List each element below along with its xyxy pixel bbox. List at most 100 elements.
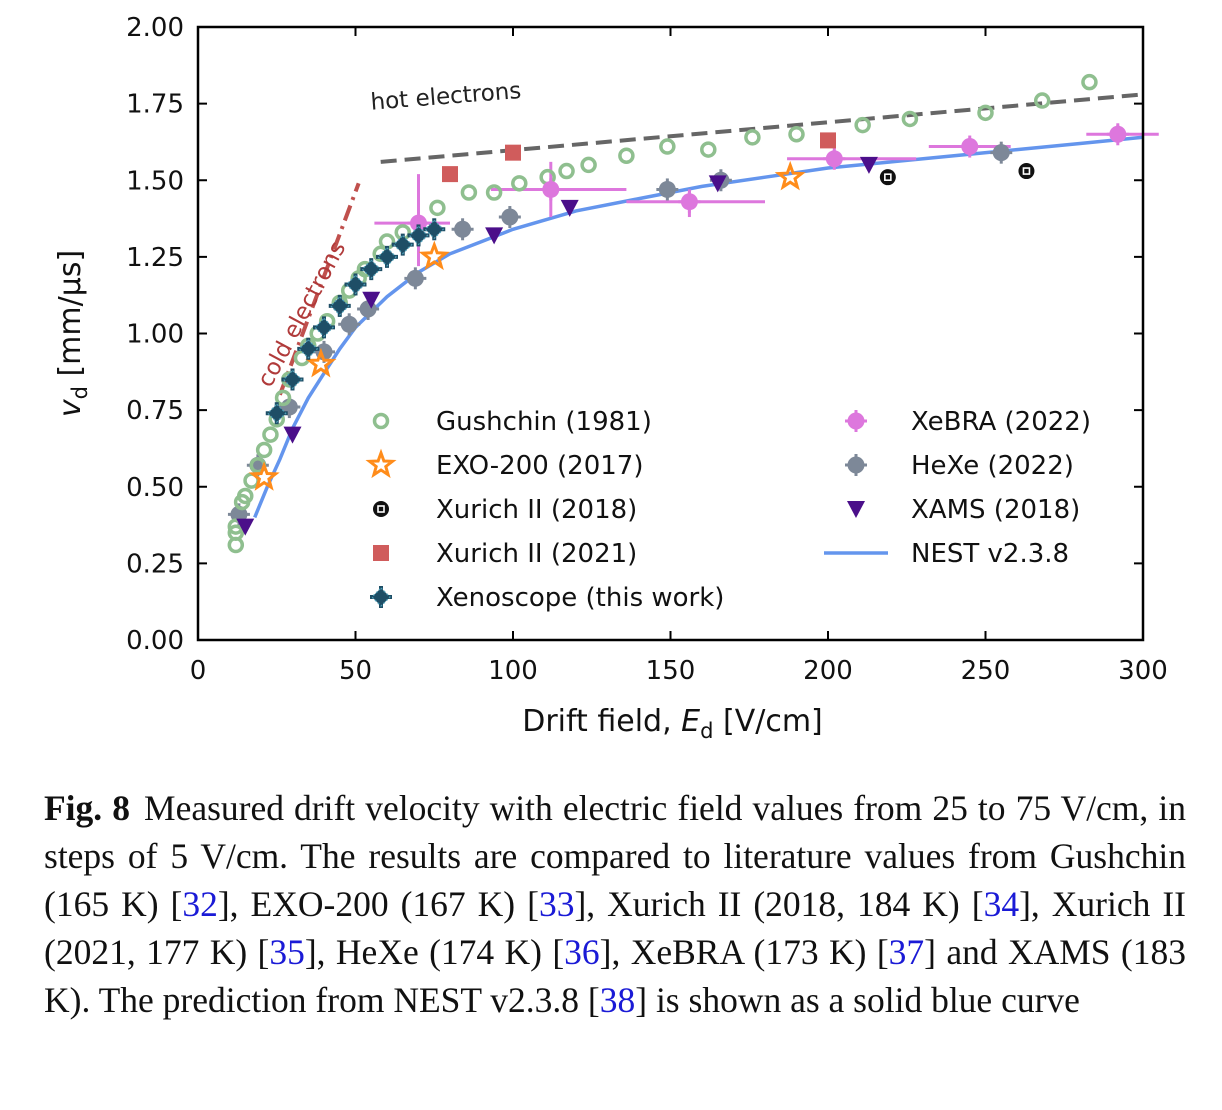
- xebra-2022-point: [823, 147, 846, 170]
- y-tick-label: 0.00: [126, 626, 184, 656]
- marker-shape: [485, 227, 504, 245]
- xebra-2022-point: [539, 178, 562, 201]
- caption-reference-link[interactable]: 37: [888, 932, 925, 972]
- y-tick-label: 0.25: [126, 549, 184, 579]
- marker-shape: [371, 587, 391, 607]
- gushchin-1981-point: [700, 141, 717, 158]
- marker-shape: [283, 426, 302, 444]
- caption-reference-link[interactable]: 38: [599, 980, 636, 1020]
- plot-area: hot electrons cold electrons: [227, 73, 1159, 554]
- cold-electrons-line: [278, 182, 361, 396]
- marker-shape: [879, 169, 896, 186]
- hexe-2022-point: [656, 178, 679, 201]
- x-tick-label: 50: [339, 656, 372, 686]
- marker-shape: [825, 150, 843, 168]
- legend-entry: XAMS (2018): [847, 495, 1080, 525]
- xams-2018-point: [708, 175, 727, 193]
- marker-shape: [700, 141, 717, 158]
- x-tick-label: 0: [190, 656, 207, 686]
- xenoscope-this-work-point: [423, 218, 446, 241]
- gushchin-1981-point: [429, 199, 446, 217]
- gushchin-1981-point: [580, 156, 597, 174]
- hexe-2022-point: [404, 267, 427, 290]
- marker-shape: [560, 199, 579, 217]
- y-tick-label: 1.50: [126, 166, 184, 196]
- y-tick-label: 0.50: [126, 473, 184, 503]
- exo-200-2017-point: [418, 240, 450, 271]
- legend-marker: [365, 448, 397, 479]
- y-tick-label: 1.25: [126, 243, 184, 273]
- legend-entry: Gushchin (1981): [372, 407, 652, 437]
- caption-reference-link[interactable]: 35: [269, 932, 305, 972]
- x-axis-label: Drift field, Ed [V/cm]: [522, 704, 823, 743]
- marker-shape: [961, 138, 979, 156]
- caption-label: Fig. 8: [44, 788, 130, 828]
- y-tick-label: 1.00: [126, 320, 184, 350]
- marker-shape: [1018, 163, 1035, 180]
- gushchin-1981-point: [901, 110, 919, 128]
- xams-2018-point: [485, 227, 504, 245]
- caption-text-segment: ], EXO-200 (167 K) [: [217, 884, 539, 924]
- caption-text-segment: ] is shown as a solid blue curve: [635, 980, 1080, 1020]
- caption-text-segment: Measured drift velocity with electric fi…: [44, 788, 1186, 924]
- marker-shape: [345, 274, 366, 295]
- marker-shape: [788, 126, 805, 143]
- gushchin-1981-point: [744, 129, 761, 146]
- x-tick-label: 100: [488, 656, 538, 686]
- legend-label: Xurich II (2018): [436, 495, 637, 525]
- gushchin-1981-point: [511, 175, 528, 192]
- x-tick-label: 250: [961, 656, 1011, 686]
- marker-shape: [442, 166, 458, 183]
- gushchin-1981-point: [255, 441, 273, 459]
- marker-shape: [977, 104, 994, 122]
- marker-inner: [884, 173, 892, 181]
- marker-shape: [365, 448, 397, 479]
- gushchin-1981-point: [274, 389, 292, 407]
- marker-shape: [854, 116, 871, 134]
- xams-2018-point: [236, 518, 255, 536]
- xenoscope-this-work-point: [360, 258, 383, 281]
- caption-reference-link[interactable]: 33: [538, 884, 575, 924]
- legend-entry: HeXe (2022): [845, 451, 1074, 481]
- gushchin-1981-point: [618, 147, 635, 164]
- legend-label: HeXe (2022): [911, 451, 1074, 481]
- marker-shape: [744, 129, 761, 146]
- marker-shape: [1109, 125, 1127, 143]
- xurich-ii-2018-point: [1018, 163, 1035, 180]
- caption-reference-link[interactable]: 36: [564, 932, 600, 972]
- marker-shape: [1033, 92, 1051, 109]
- x-tick-label: 300: [1118, 656, 1168, 686]
- marker-shape: [542, 180, 560, 198]
- marker-shape: [305, 347, 337, 378]
- marker-shape: [418, 240, 450, 271]
- y-axis-label: vd [mm/µs]: [53, 250, 92, 417]
- xurich-ii-2021-point: [820, 132, 836, 149]
- marker-shape: [992, 144, 1010, 162]
- xams-2018-point: [859, 156, 878, 174]
- caption-text-segment: ], Xurich II (2021, 177 K) [: [44, 884, 1186, 972]
- xebra-2022-point: [407, 212, 430, 235]
- gushchin-1981-point: [788, 126, 805, 143]
- cold-electrons-annotation: cold electrons: [253, 237, 352, 391]
- gushchin-1981-point: [854, 116, 871, 134]
- marker-shape: [658, 180, 676, 198]
- marker-shape: [298, 338, 319, 359]
- legend-entry: Xurich II (2018): [373, 495, 637, 525]
- marker-shape: [847, 501, 865, 518]
- legend-label: Xurich II (2021): [436, 539, 637, 569]
- xebra-2022-point: [1106, 123, 1129, 146]
- y-tick-label: 2.00: [126, 13, 184, 43]
- marker-shape: [901, 110, 919, 128]
- legend-label: NEST v2.3.8: [911, 539, 1069, 569]
- xurich-ii-2018-point: [879, 169, 896, 186]
- marker-shape: [406, 269, 424, 287]
- marker-shape: [558, 162, 575, 180]
- caption-reference-link[interactable]: 32: [182, 884, 218, 924]
- marker-shape: [847, 456, 865, 474]
- caption-text-segment: ] and XAMS (183 K). The prediction from …: [44, 932, 1186, 1020]
- caption-reference-link[interactable]: 34: [983, 884, 1020, 924]
- marker-shape: [372, 412, 390, 430]
- marker-shape: [847, 412, 865, 430]
- marker-shape: [424, 219, 445, 240]
- xenoscope-this-work-point: [313, 316, 335, 339]
